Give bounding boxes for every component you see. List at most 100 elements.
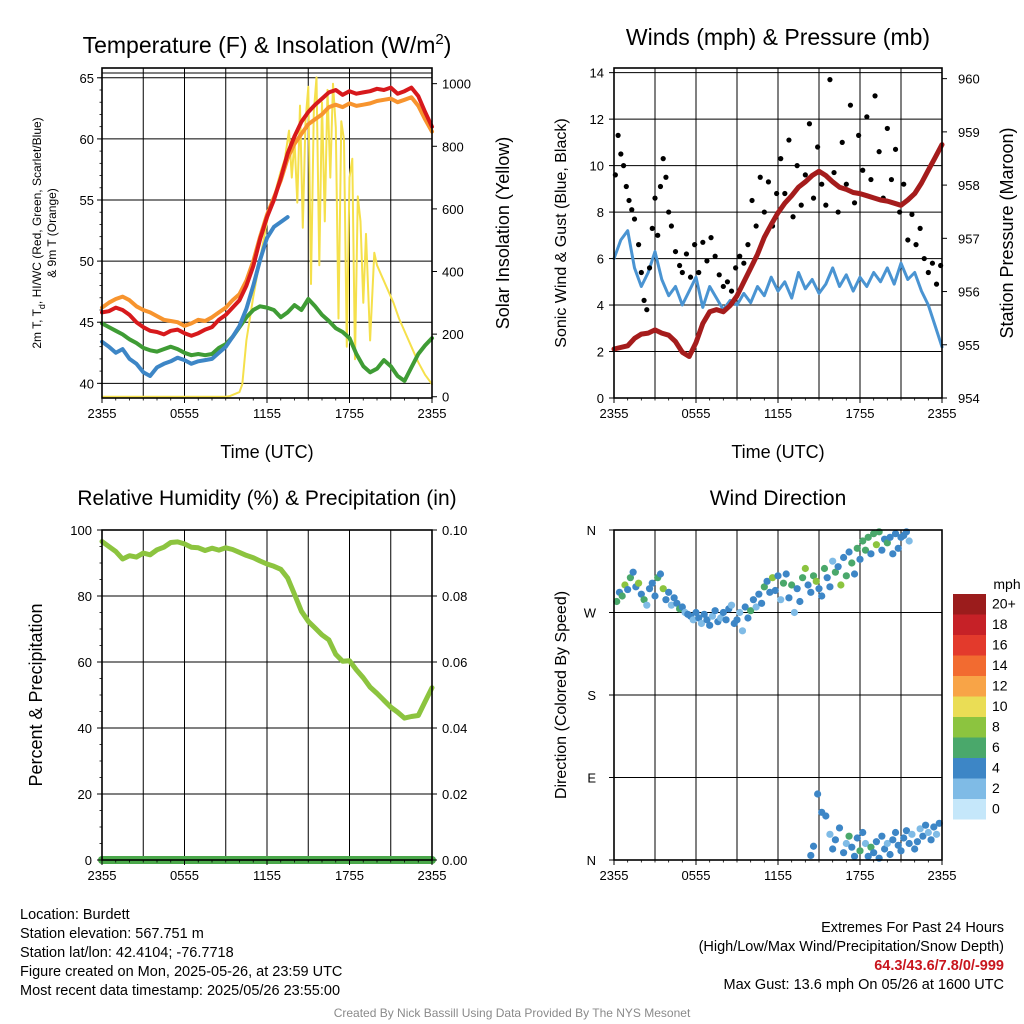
- x-axis-label: Time (UTC): [220, 442, 313, 462]
- gust-point: [856, 132, 862, 138]
- y2-tick-label: 600: [442, 202, 464, 217]
- direction-point: [733, 616, 741, 624]
- y2-tick-label: 957: [958, 231, 980, 246]
- gust-point: [774, 190, 780, 197]
- gust-point: [704, 258, 710, 264]
- gust-point: [737, 253, 743, 259]
- direction-point: [678, 603, 686, 611]
- gust-point: [782, 190, 788, 197]
- y2-tick-label: 956: [958, 285, 980, 300]
- direction-point: [656, 570, 665, 578]
- gust-point: [629, 207, 635, 213]
- legend-label: 12: [992, 678, 1008, 694]
- direction-point: [891, 828, 900, 837]
- x-tick-label: 1155: [764, 406, 792, 421]
- gust-point: [810, 195, 817, 201]
- direction-point: [779, 579, 788, 587]
- series-insolation: [101, 76, 433, 398]
- direction-point: [870, 849, 878, 857]
- y-tick-label: 45: [80, 315, 94, 330]
- y-tick-label: 14: [590, 66, 604, 81]
- direction-point: [856, 555, 864, 563]
- direction-point: [861, 546, 870, 554]
- speed-legend: mph 20+ 18 16 14 12 10 8 6 4 2 0: [953, 576, 1021, 820]
- direction-point: [881, 845, 889, 853]
- legend-swatch: [953, 635, 986, 656]
- direction-point: [831, 836, 840, 844]
- y2-tick-label: 0.06: [442, 655, 467, 670]
- direction-point: [902, 827, 911, 835]
- direction-point: [744, 614, 752, 622]
- direction-point: [894, 841, 902, 849]
- direction-point: [856, 847, 864, 855]
- y-tick-label: 60: [78, 655, 92, 670]
- direction-point: [755, 590, 763, 598]
- y-tick-label: 100: [70, 523, 92, 538]
- legend-swatch: [953, 655, 986, 676]
- direction-point: [766, 588, 774, 596]
- gust-point: [790, 214, 796, 220]
- extremes-legend: (High/Low/Max Wind/Precipitation/Snow De…: [698, 939, 1004, 955]
- gust-point: [897, 209, 903, 215]
- direction-point: [640, 596, 648, 604]
- station-info: Location: Burdett Station elevation: 567…: [20, 906, 342, 1001]
- x-tick-label: 1755: [846, 406, 875, 421]
- y-axis-label: Direction (Colored By Speed): [553, 591, 570, 799]
- recent-timestamp: Most recent data timestamp: 2025/05/26 2…: [20, 983, 341, 999]
- direction-point: [812, 577, 820, 585]
- direction-point: [796, 597, 804, 606]
- direction-point: [777, 596, 785, 604]
- gust-point: [683, 251, 690, 257]
- humidity-chart: 0 20 40 60 80 100 0.00 0.02 0.04 0.06 0.08 0.10 2355…: [26, 487, 467, 883]
- direction-point: [722, 616, 730, 624]
- gust-point: [626, 197, 632, 204]
- direction-point: [922, 821, 930, 829]
- series-sonic_blue: [100, 215, 290, 378]
- y2-axis-label: Solar Insolation (Yellow): [493, 137, 513, 329]
- direction-point: [894, 544, 902, 552]
- station-location: Location: Burdett: [20, 907, 130, 923]
- direction-point: [908, 830, 916, 838]
- direction-point: [626, 574, 635, 582]
- series-temp: [100, 85, 434, 338]
- gust-point: [753, 223, 759, 229]
- gust-point: [798, 202, 804, 208]
- direction-point: [889, 836, 897, 844]
- direction-point: [924, 828, 932, 837]
- gust-point: [913, 242, 919, 248]
- y-tick-label: 4: [597, 298, 604, 313]
- y-axis-label-line2: & 9m T (Orange): [45, 188, 59, 278]
- y-tick-label: N: [587, 523, 596, 538]
- y2-tick-label: 0.02: [442, 787, 467, 802]
- direction-point: [891, 530, 900, 538]
- legend-swatch: [953, 758, 986, 779]
- direction-point: [790, 608, 799, 617]
- gust-point: [657, 183, 664, 190]
- legend-swatch: [953, 696, 986, 717]
- direction-point: [643, 601, 651, 609]
- direction-point: [886, 533, 894, 541]
- legend-swatch: [953, 676, 986, 697]
- direction-point: [861, 839, 870, 848]
- direction-point: [859, 537, 867, 545]
- direction-point: [848, 843, 856, 851]
- y-tick-label: 6: [597, 252, 604, 267]
- y-tick-label: N: [587, 853, 596, 868]
- direction-point: [840, 553, 848, 562]
- y-tick-label: 20: [78, 787, 92, 802]
- legend-label: 18: [992, 616, 1008, 632]
- gust-point: [696, 269, 702, 276]
- direction-point: [807, 851, 815, 860]
- gust-point: [708, 235, 714, 241]
- y2-tick-label: 800: [442, 139, 464, 154]
- gust-point: [733, 265, 739, 271]
- gust-point: [615, 132, 621, 138]
- legend-label: 4: [992, 760, 1000, 776]
- direction-point: [793, 585, 801, 593]
- direction-point: [788, 581, 796, 589]
- gust-point: [872, 93, 878, 99]
- direction-point: [864, 852, 872, 860]
- extremes-info: Extremes For Past 24 Hours (High/Low/Max…: [699, 919, 1004, 995]
- direction-point: [886, 850, 894, 859]
